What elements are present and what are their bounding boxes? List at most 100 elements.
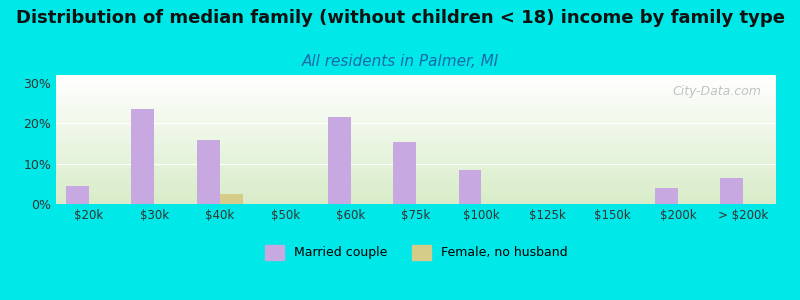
Bar <box>56 143 776 145</box>
Bar <box>56 119 776 120</box>
Bar <box>56 80 776 81</box>
Bar <box>56 101 776 102</box>
Bar <box>56 182 776 183</box>
Bar <box>56 83 776 84</box>
Bar <box>56 151 776 152</box>
Bar <box>56 140 776 141</box>
Bar <box>56 132 776 133</box>
Bar <box>56 192 776 194</box>
Bar <box>56 128 776 129</box>
Bar <box>56 91 776 92</box>
Bar <box>56 183 776 184</box>
Bar <box>56 112 776 114</box>
Bar <box>56 173 776 174</box>
Bar <box>720 178 743 204</box>
Bar <box>56 174 776 175</box>
Bar <box>56 102 776 104</box>
Bar <box>56 159 776 160</box>
Bar <box>66 186 89 204</box>
Bar <box>56 167 776 168</box>
Bar <box>56 137 776 138</box>
Bar <box>131 109 154 204</box>
Bar <box>56 152 776 154</box>
Bar <box>56 97 776 98</box>
Bar <box>56 122 776 123</box>
Bar <box>56 130 776 132</box>
Bar <box>56 103 776 105</box>
Bar <box>56 184 776 186</box>
Bar <box>56 94 776 96</box>
Bar <box>56 178 776 179</box>
Bar <box>56 100 776 101</box>
Bar <box>220 194 242 204</box>
Bar <box>56 160 776 161</box>
Bar <box>56 125 776 127</box>
Bar <box>56 110 776 111</box>
Bar <box>56 87 776 88</box>
Bar <box>56 146 776 147</box>
Bar <box>56 176 776 177</box>
Bar <box>56 89 776 91</box>
Bar <box>56 148 776 150</box>
Bar <box>56 134 776 136</box>
Bar <box>56 200 776 201</box>
Bar <box>56 127 776 128</box>
Bar <box>56 172 776 173</box>
Bar <box>56 111 776 112</box>
Bar <box>56 155 776 156</box>
Bar <box>56 114 776 115</box>
Bar <box>56 150 776 151</box>
Text: City-Data.com: City-Data.com <box>673 85 762 98</box>
Bar <box>56 88 776 89</box>
Bar <box>56 123 776 124</box>
Bar <box>56 181 776 182</box>
Bar <box>56 78 776 79</box>
Bar <box>56 194 776 195</box>
Bar <box>56 76 776 78</box>
Bar <box>56 195 776 196</box>
Bar <box>197 140 220 204</box>
Bar <box>56 98 776 100</box>
Bar <box>56 179 776 181</box>
Bar <box>56 107 776 109</box>
Bar <box>56 197 776 199</box>
Bar <box>56 92 776 93</box>
Bar <box>56 163 776 164</box>
Bar <box>56 84 776 85</box>
Text: All residents in Palmer, MI: All residents in Palmer, MI <box>302 54 498 69</box>
Bar <box>56 136 776 137</box>
Bar <box>56 79 776 80</box>
Bar <box>56 188 776 190</box>
Bar <box>655 188 678 204</box>
Bar <box>56 170 776 172</box>
Bar <box>56 177 776 178</box>
Bar <box>56 105 776 106</box>
Bar <box>458 170 482 204</box>
Bar <box>56 147 776 148</box>
Bar <box>56 158 776 159</box>
Bar <box>56 81 776 83</box>
Bar <box>56 142 776 143</box>
Bar <box>56 201 776 203</box>
Bar <box>56 120 776 122</box>
Bar <box>56 118 776 119</box>
Bar <box>56 129 776 130</box>
Bar <box>56 141 776 142</box>
Bar <box>56 75 776 76</box>
Bar <box>56 196 776 197</box>
Bar <box>56 187 776 188</box>
Text: Distribution of median family (without children < 18) income by family type: Distribution of median family (without c… <box>15 9 785 27</box>
Bar <box>56 124 776 125</box>
Bar <box>56 165 776 166</box>
Bar <box>56 199 776 200</box>
Bar <box>56 169 776 170</box>
Bar <box>56 133 776 134</box>
Bar <box>56 154 776 155</box>
Bar <box>56 161 776 163</box>
Bar <box>56 156 776 158</box>
Bar <box>56 164 776 165</box>
Bar <box>56 116 776 118</box>
Bar <box>56 186 776 187</box>
Bar <box>56 168 776 169</box>
Bar <box>56 93 776 94</box>
